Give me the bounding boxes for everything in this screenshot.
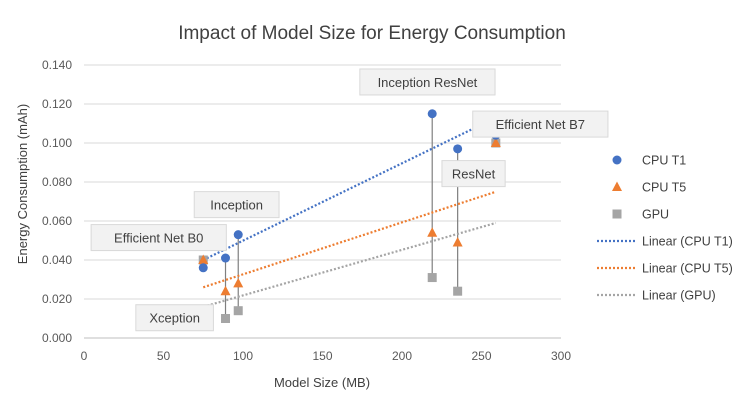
annotation-box bbox=[135, 304, 214, 332]
annotation-box bbox=[359, 68, 496, 96]
y-tick-label: 0.020 bbox=[42, 292, 72, 306]
legend-marker-icon bbox=[612, 181, 622, 191]
data-point bbox=[427, 273, 437, 283]
annotation-box bbox=[193, 191, 280, 219]
annotation-box bbox=[90, 224, 227, 252]
y-tick-label: 0.040 bbox=[42, 253, 72, 267]
x-tick-label: 300 bbox=[551, 349, 571, 363]
x-tick-label: 250 bbox=[471, 349, 491, 363]
tick-labels: 0.000 0.020 0.040 0.060 0.080 0.100 0.120 0.140… bbox=[42, 58, 571, 363]
y-tick-label: 0.060 bbox=[42, 214, 72, 228]
x-axis-label: Model Size (MB) bbox=[274, 375, 370, 390]
legend-label: Linear (CPU T1) bbox=[642, 235, 733, 249]
data-point bbox=[233, 277, 244, 288]
gridlines bbox=[84, 64, 561, 300]
data-point bbox=[453, 286, 463, 296]
x-tick-label: 0 bbox=[81, 349, 88, 363]
data-point bbox=[221, 253, 231, 263]
x-tick-label: 100 bbox=[233, 349, 253, 363]
data-points bbox=[198, 109, 501, 323]
data-point bbox=[452, 236, 463, 247]
data-point bbox=[198, 263, 208, 273]
legend-label: Linear (GPU) bbox=[642, 289, 716, 303]
annotation-label: Inception bbox=[210, 198, 263, 213]
x-tick-label: 200 bbox=[392, 349, 412, 363]
data-point bbox=[427, 109, 437, 119]
data-point bbox=[233, 230, 243, 240]
legend-marker-icon bbox=[612, 155, 622, 165]
annotation-box bbox=[472, 110, 609, 138]
y-axis-label: Energy Consumption (mAh) bbox=[15, 104, 30, 264]
y-tick-label: 0.140 bbox=[42, 58, 72, 72]
legend: CPU T1 CPU T5 GPU Linear (CPU T1) Linear (CP… bbox=[597, 154, 733, 303]
y-tick-label: 0.000 bbox=[42, 331, 72, 345]
data-point bbox=[220, 285, 231, 296]
legend-marker-icon bbox=[612, 209, 622, 219]
legend-label: GPU bbox=[642, 208, 669, 222]
y-tick-label: 0.120 bbox=[42, 97, 72, 111]
annotation-label: Efficient Net B0 bbox=[114, 231, 203, 246]
trendline bbox=[202, 116, 497, 261]
data-point bbox=[453, 144, 463, 154]
x-tick-label: 150 bbox=[312, 349, 332, 363]
annotation-label: ResNet bbox=[452, 167, 496, 182]
data-point bbox=[427, 227, 438, 237]
legend-label: Linear (CPU T5) bbox=[642, 262, 733, 276]
data-point bbox=[198, 254, 209, 264]
data-point bbox=[233, 306, 243, 316]
annotation-label: Inception ResNet bbox=[378, 75, 478, 90]
trendline bbox=[202, 190, 497, 289]
chart-title: Impact of Model Size for Energy Consumpt… bbox=[178, 23, 566, 44]
data-point bbox=[221, 314, 231, 323]
y-tick-label: 0.100 bbox=[42, 136, 72, 150]
x-tick-label: 50 bbox=[157, 349, 171, 363]
annotation-label: Xception bbox=[149, 311, 200, 326]
legend-label: CPU T5 bbox=[642, 181, 686, 195]
trendline bbox=[202, 221, 497, 308]
legend-label: CPU T1 bbox=[642, 154, 686, 168]
annotation-box bbox=[441, 160, 506, 188]
y-tick-label: 0.080 bbox=[42, 175, 72, 189]
annotations: Efficient Net B0 Xception Inception Incepti… bbox=[90, 68, 609, 332]
data-point bbox=[490, 137, 501, 147]
trendlines bbox=[202, 116, 497, 308]
annotation-label: Efficient Net B7 bbox=[496, 117, 585, 132]
